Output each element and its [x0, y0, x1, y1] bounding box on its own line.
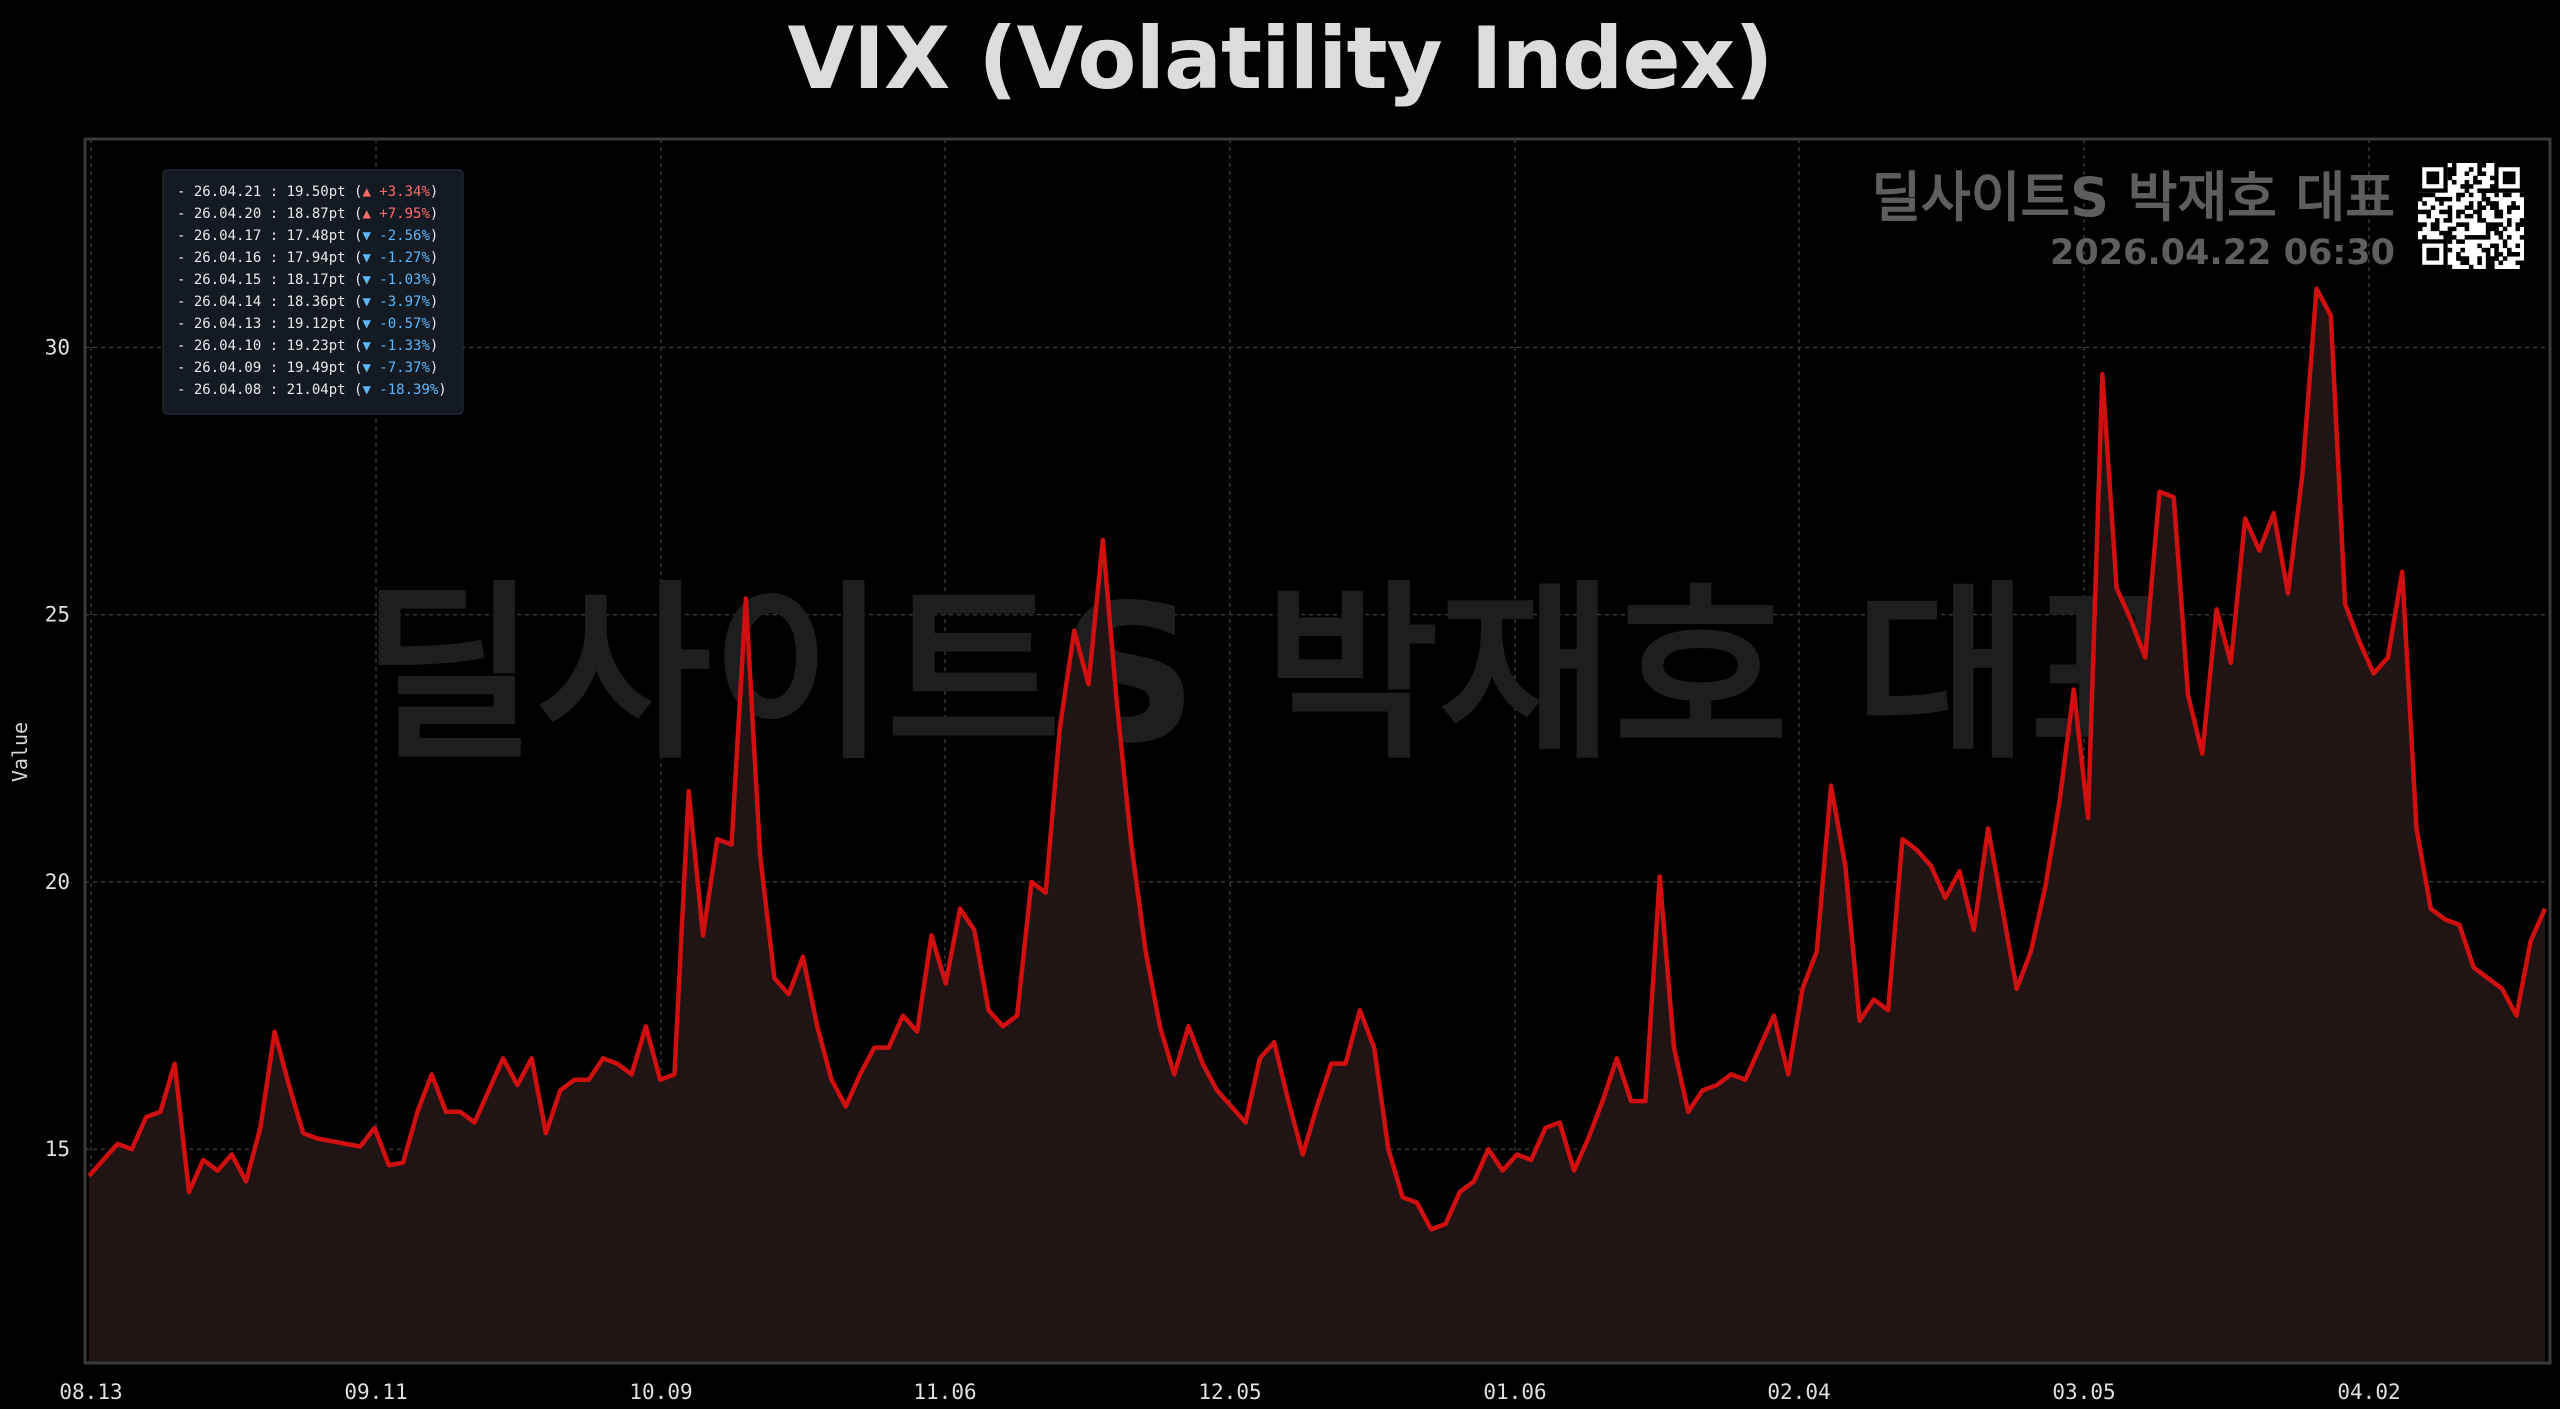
y-tick-label: 25: [45, 603, 70, 627]
y-tick-label: 15: [45, 1137, 70, 1161]
legend-entry: - 26.04.15 : 18.17pt (▼ -1.03%): [177, 272, 438, 288]
legend-entry: - 26.04.17 : 17.48pt (▼ -2.56%): [177, 228, 438, 244]
plot-frame: [83, 137, 2552, 1365]
x-tick-label: 02.04: [1767, 1380, 1830, 1404]
legend-entry: - 26.04.09 : 19.49pt (▼ -7.37%): [177, 360, 438, 376]
legend-entry: - 26.04.16 : 17.94pt (▼ -1.27%): [177, 250, 438, 266]
watermark-center: 딜사이트S 박재호 대표: [362, 564, 2204, 785]
legend-entry: - 26.04.13 : 19.12pt (▼ -0.57%): [177, 316, 438, 332]
x-axis-ticks: 08.13 09.11 10.09 11.06 12.05 01.06 02.04 03.05…: [59, 1380, 2400, 1404]
legend-entry: - 26.04.20 : 18.87pt (▲ +7.95%): [177, 206, 438, 222]
legend-box: - 26.04.21 : 19.50pt (▲ +3.34%) - 26.04.2…: [162, 169, 464, 415]
x-tick-label: 11.06: [913, 1380, 976, 1404]
x-tick-label: 01.06: [1483, 1380, 1546, 1404]
brand-watermark: 딜사이트S 박재호 대표 2026.04.22 06:30: [1871, 166, 2395, 273]
legend-entry: - 26.04.10 : 19.23pt (▼ -1.33%): [177, 338, 438, 354]
qr-code-icon: [2418, 163, 2525, 270]
x-tick-label: 09.11: [344, 1380, 407, 1404]
x-tick-label: 12.05: [1198, 1380, 1261, 1404]
chart-title: VIX (Volatility Index): [787, 9, 1773, 109]
legend-entry: - 26.04.14 : 18.36pt (▼ -3.97%): [177, 294, 438, 310]
x-tick-label: 08.13: [59, 1380, 122, 1404]
x-tick-label: 03.05: [2052, 1380, 2115, 1404]
brand-timestamp: 2026.04.22 06:30: [2050, 233, 2395, 273]
y-tick-label: 20: [45, 870, 70, 894]
x-tick-label: 10.09: [629, 1380, 692, 1404]
legend-entry: - 26.04.21 : 19.50pt (▲ +3.34%): [177, 184, 438, 200]
area-fill: [89, 288, 2545, 1363]
series-line: [87, 286, 2548, 1232]
y-tick-label: 30: [45, 335, 70, 359]
y-axis-ticks: 15 20 25 30: [45, 335, 70, 1161]
x-tick-label: 04.02: [2337, 1380, 2400, 1404]
legend-entry: - 26.04.08 : 21.04pt (▼ -18.39%): [177, 382, 447, 398]
brand-name: 딜사이트S 박재호 대표: [1871, 166, 2395, 229]
y-axis-label: Value: [8, 722, 32, 782]
